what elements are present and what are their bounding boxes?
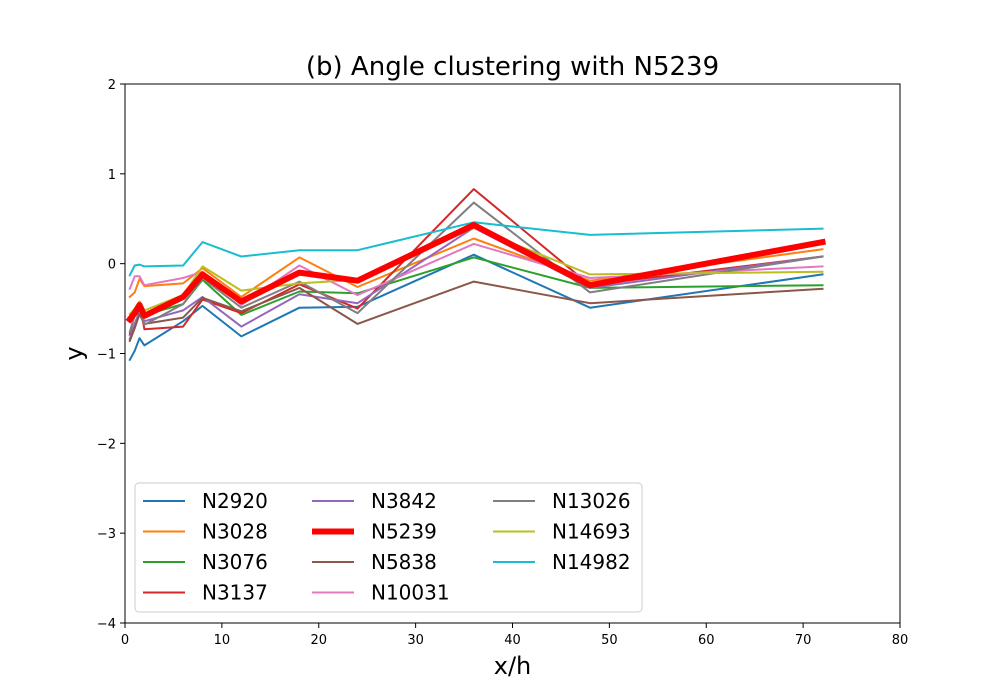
- x-tick-label: 70: [795, 633, 812, 648]
- x-tick-label: 50: [601, 633, 618, 648]
- x-axis-title: x/h: [494, 652, 532, 680]
- y-tick-label: 2: [108, 78, 116, 93]
- y-axis-title: y: [60, 346, 88, 360]
- legend-label-n10031: N10031: [371, 581, 450, 605]
- legend-label-n13026: N13026: [552, 489, 631, 513]
- legend-label-n14693: N14693: [552, 520, 631, 544]
- series-line-n5239: [125, 222, 826, 324]
- y-tick-label: 1: [108, 168, 116, 183]
- y-tick-label: −3: [97, 527, 116, 542]
- x-tick-label: 20: [310, 633, 327, 648]
- y-tick-label: 0: [108, 258, 116, 273]
- legend: N2920 N3028 N3076 N3137 N3842 N5239 N5838 N1003…: [134, 482, 643, 613]
- x-tick-label: 60: [698, 633, 715, 648]
- legend-label-n3076: N3076: [202, 550, 268, 574]
- x-tick-label: 0: [121, 633, 129, 648]
- series-line-n2920: [128, 253, 824, 362]
- chart-title: (b) Angle clustering with N5239: [306, 52, 719, 82]
- x-tick-label: 40: [504, 633, 521, 648]
- legend-label-n3137: N3137: [202, 581, 268, 605]
- x-tick-label: 30: [407, 633, 424, 648]
- series-line-n14982: [128, 221, 824, 277]
- y-tick-label: −2: [97, 437, 116, 452]
- y-axis: −4 −3 −2 −1 0 1 2: [97, 78, 125, 632]
- legend-label-n5239: N5239: [371, 520, 437, 544]
- legend-label-n3028: N3028: [202, 520, 268, 544]
- series-line-n5838: [128, 280, 824, 343]
- series-line-n3028: [128, 237, 824, 299]
- legend-label-n3842: N3842: [371, 489, 437, 513]
- x-tick-label: 10: [214, 633, 231, 648]
- y-tick-label: −4: [97, 617, 116, 632]
- legend-label-n5838: N5838: [371, 550, 437, 574]
- series-layer: [125, 188, 826, 362]
- x-tick-label: 80: [892, 633, 909, 648]
- x-axis: 0 10 20 30 40 50 60 70 80: [121, 623, 908, 648]
- legend-label-n2920: N2920: [202, 489, 268, 513]
- legend-label-n14982: N14982: [552, 550, 631, 574]
- legend-box: [134, 482, 643, 613]
- y-tick-label: −1: [97, 348, 116, 363]
